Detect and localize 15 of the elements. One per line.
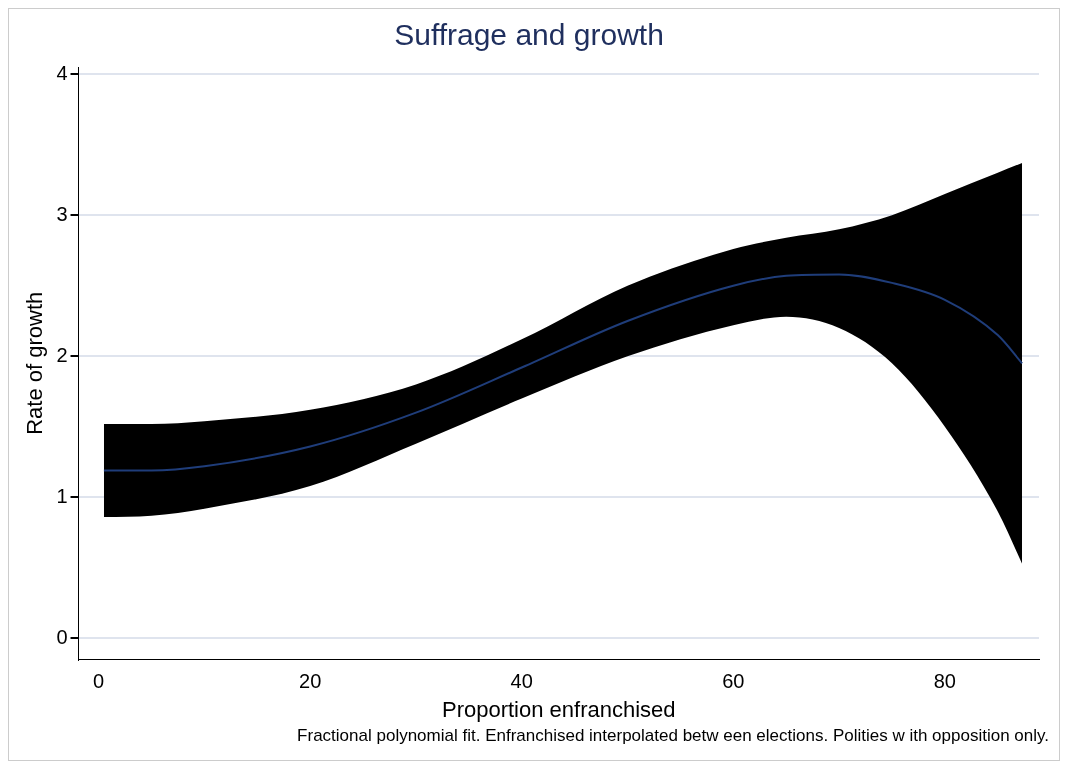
y-tick-label: 4: [56, 61, 68, 84]
y-tick-label: 1: [56, 484, 68, 507]
text: Fractional polynomial fit. Enfranchised interpolated betw een elections. Polities w ith opposition only.: [296, 725, 1050, 747]
x-axis-title: Proportion enfranchised: [441, 696, 676, 722]
y-tick-label: 0: [56, 625, 68, 648]
y-tick-label: 2: [56, 343, 68, 366]
chart-title: Suffrage and growth: [394, 18, 664, 52]
x-tick-label: 60: [722, 670, 745, 693]
x-tick-label: 0: [93, 670, 105, 693]
x-tick-label: 40: [510, 670, 533, 693]
line-series: [102, 273, 1024, 472]
x-tick-label: 80: [933, 670, 956, 693]
x-tick-label: 20: [299, 670, 322, 693]
y-axis-title: Rate of growth: [22, 291, 48, 435]
y-tick-label: 3: [56, 202, 68, 225]
